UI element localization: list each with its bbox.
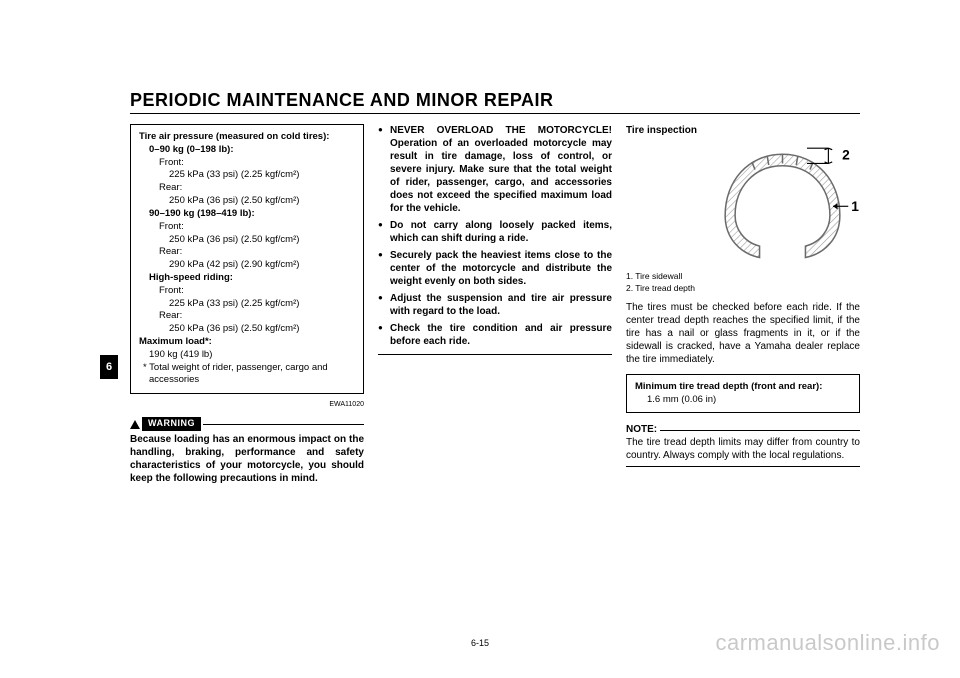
bullet-item: Securely pack the heaviest items close t…	[378, 249, 612, 288]
min-tread-box: Minimum tire tread depth (front and rear…	[626, 374, 860, 414]
max-load-value: 190 kg (419 lb)	[139, 349, 355, 362]
tire-pressure-box: Tire air pressure (measured on cold tire…	[130, 124, 364, 394]
pressure-value: 250 kPa (36 psi) (2.50 kgf/cm²)	[139, 195, 355, 208]
bullet-item: Check the tire condition and air pressur…	[378, 322, 612, 348]
tire-cross-section-illustration: 2 1	[705, 139, 860, 269]
pos-label: Front:	[139, 221, 355, 234]
column-end-rule	[626, 466, 860, 467]
column-3: Tire inspection	[626, 124, 860, 485]
fig-label-1: 1	[851, 199, 859, 214]
pressure-value: 290 kPa (42 psi) (2.90 kgf/cm²)	[139, 259, 355, 272]
section-title: PERIODIC MAINTENANCE AND MINOR REPAIR	[130, 90, 860, 111]
ewa-code: EWA11020	[130, 400, 364, 409]
pos-label: Rear:	[139, 310, 355, 323]
warning-bar: WARNING	[130, 417, 364, 431]
group-label: 90–190 kg (198–419 lb):	[139, 208, 355, 221]
column-2: NEVER OVERLOAD THE MOTORCYCLE! Operation…	[378, 124, 612, 485]
fig-label-2: 2	[842, 148, 850, 163]
caption-line: 2. Tire tread depth	[626, 283, 860, 295]
manual-page: PERIODIC MAINTENANCE AND MINOR REPAIR 6 …	[0, 0, 960, 678]
bullet-item: NEVER OVERLOAD THE MOTORCYCLE! Operation…	[378, 124, 612, 215]
title-rule	[130, 113, 860, 114]
note-label: NOTE:	[626, 423, 657, 436]
note-header: NOTE:	[626, 423, 860, 436]
column-1: Tire air pressure (measured on cold tire…	[130, 124, 364, 485]
max-load-label: Maximum load*:	[139, 336, 355, 349]
footnote: * Total weight of rider, passenger, carg…	[139, 362, 355, 388]
pos-label: Rear:	[139, 246, 355, 259]
note-rule	[660, 430, 860, 431]
columns: Tire air pressure (measured on cold tire…	[130, 124, 860, 485]
figure-caption: 1. Tire sidewall 2. Tire tread depth	[626, 271, 860, 295]
chapter-tab: 6	[100, 355, 118, 379]
warning-text: Because loading has an enormous impact o…	[130, 433, 364, 485]
tire-inspection-body: The tires must be checked before each ri…	[626, 301, 860, 366]
bullet-item: Adjust the suspension and tire air press…	[378, 292, 612, 318]
pressure-value: 250 kPa (36 psi) (2.50 kgf/cm²)	[139, 323, 355, 336]
watermark: carmanualsonline.info	[715, 630, 940, 656]
tire-inspection-heading: Tire inspection	[626, 124, 860, 137]
box-title: Minimum tire tread depth (front and rear…	[635, 381, 851, 394]
warning-rule	[203, 424, 364, 425]
column-end-rule	[378, 354, 612, 355]
note-text: The tire tread depth limits may differ f…	[626, 436, 860, 462]
pressure-value: 225 kPa (33 psi) (2.25 kgf/cm²)	[139, 298, 355, 311]
caption-line: 1. Tire sidewall	[626, 271, 860, 283]
pos-label: Rear:	[139, 182, 355, 195]
pressure-value: 225 kPa (33 psi) (2.25 kgf/cm²)	[139, 169, 355, 182]
group-label: High-speed riding:	[139, 272, 355, 285]
warning-label: WARNING	[142, 417, 201, 431]
pos-label: Front:	[139, 285, 355, 298]
group-label: 0–90 kg (0–198 lb):	[139, 144, 355, 157]
warning-triangle-icon	[130, 420, 140, 429]
pos-label: Front:	[139, 157, 355, 170]
warning-bullets: NEVER OVERLOAD THE MOTORCYCLE! Operation…	[378, 124, 612, 348]
box-title: Tire air pressure (measured on cold tire…	[139, 131, 355, 144]
min-tread-value: 1.6 mm (0.06 in)	[635, 394, 851, 407]
pressure-value: 250 kPa (36 psi) (2.50 kgf/cm²)	[139, 234, 355, 247]
bullet-item: Do not carry along loosely packed items,…	[378, 219, 612, 245]
